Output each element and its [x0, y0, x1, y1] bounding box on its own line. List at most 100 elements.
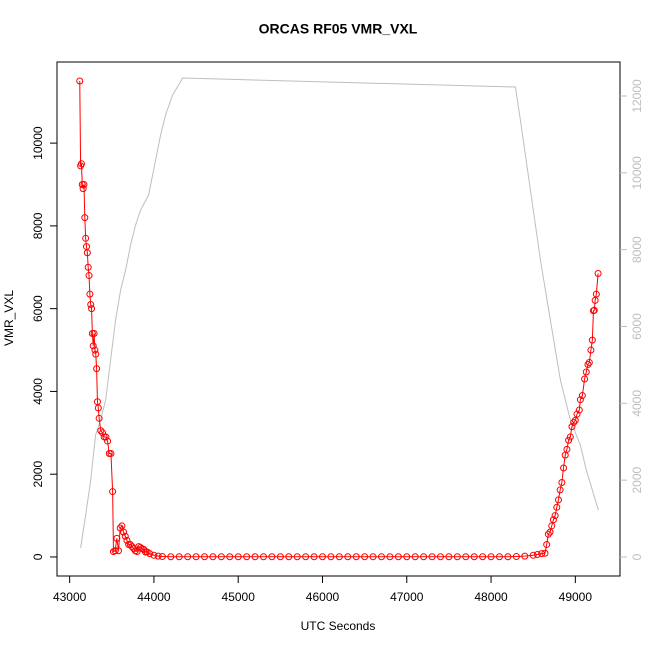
plot-box	[56, 61, 621, 577]
x-tick-label: 44000	[137, 590, 171, 604]
data-point	[268, 553, 276, 561]
data-point	[570, 418, 578, 426]
data-point	[90, 329, 98, 337]
data-point	[568, 423, 576, 431]
data-point	[428, 553, 436, 561]
data-point	[123, 536, 131, 544]
data-point	[566, 433, 574, 441]
data-point	[529, 551, 537, 559]
data-point	[553, 503, 561, 511]
data-point	[133, 548, 141, 556]
data-point	[93, 365, 101, 373]
y2-tick-label: 6000	[630, 313, 644, 340]
data-point	[573, 410, 581, 418]
data-point	[533, 550, 541, 558]
x-tick-label: 48000	[474, 590, 508, 604]
data-point	[327, 553, 335, 561]
data-point	[234, 553, 242, 561]
data-point	[403, 553, 411, 561]
data-point	[158, 553, 166, 561]
data-point	[585, 358, 593, 366]
data-point	[226, 553, 234, 561]
data-point	[92, 350, 100, 358]
data-point	[302, 553, 310, 561]
data-point	[243, 553, 251, 561]
data-point	[594, 269, 602, 277]
x-tick-label: 45000	[222, 590, 256, 604]
x-tick-label: 49000	[559, 590, 593, 604]
data-point	[556, 486, 564, 494]
y-tick-label: 6000	[31, 295, 45, 322]
y-tick-label: 0	[31, 553, 45, 560]
data-point	[335, 553, 343, 561]
y-tick-label: 4000	[31, 378, 45, 405]
data-point	[154, 552, 162, 560]
data-point	[310, 553, 318, 561]
data-point	[576, 396, 584, 404]
data-point	[549, 516, 557, 524]
data-point	[128, 543, 136, 551]
data-point	[87, 301, 95, 309]
data-point	[91, 346, 99, 354]
data-point	[293, 553, 301, 561]
data-point	[575, 406, 583, 414]
data-point	[344, 553, 352, 561]
x-tick-label: 47000	[390, 590, 424, 604]
data-point	[445, 553, 453, 561]
data-point	[582, 368, 590, 376]
y-tick-label: 8000	[31, 212, 45, 239]
data-point	[95, 414, 103, 422]
data-point	[352, 553, 360, 561]
data-point	[544, 530, 552, 538]
data-point	[560, 464, 568, 472]
data-point	[99, 429, 107, 437]
data-point	[470, 553, 478, 561]
data-point	[209, 553, 217, 561]
data-point	[571, 416, 579, 424]
x-axis-label: UTC Seconds	[301, 619, 376, 633]
data-point	[394, 553, 402, 561]
data-point	[565, 436, 573, 444]
data-point	[97, 427, 105, 435]
data-point	[107, 450, 115, 458]
data-point	[543, 541, 551, 549]
data-point	[361, 553, 369, 561]
data-point	[86, 290, 94, 298]
x-tick-label: 46000	[306, 590, 340, 604]
data-point	[116, 524, 124, 532]
data-point	[175, 553, 183, 561]
data-point	[592, 290, 600, 298]
data-point	[109, 488, 117, 496]
data-point	[251, 553, 259, 561]
data-point	[82, 234, 90, 242]
data-point	[80, 180, 88, 188]
data-point	[259, 553, 267, 561]
data-point	[200, 553, 208, 561]
data-point	[79, 185, 87, 193]
x-tick-label: 43000	[53, 590, 87, 604]
y2-tick-label: 2000	[630, 466, 644, 493]
data-point	[563, 445, 571, 453]
data-point	[558, 478, 566, 486]
y-axis-label: VMR_VXL	[2, 290, 16, 346]
data-point	[192, 553, 200, 561]
data-point	[551, 512, 559, 520]
data-point	[146, 550, 154, 558]
data-point	[479, 553, 487, 561]
data-point	[126, 541, 134, 549]
data-point	[453, 553, 461, 561]
y2-tick-label: 8000	[630, 236, 644, 263]
data-point	[377, 553, 385, 561]
data-point	[77, 160, 85, 168]
data-point	[104, 437, 112, 445]
y2-tick-label: 4000	[630, 390, 644, 417]
data-point	[167, 553, 175, 561]
data-point	[487, 553, 495, 561]
data-point	[150, 551, 158, 559]
data-point	[587, 346, 595, 354]
data-point	[83, 249, 91, 257]
data-point	[115, 547, 123, 555]
data-point	[285, 553, 293, 561]
